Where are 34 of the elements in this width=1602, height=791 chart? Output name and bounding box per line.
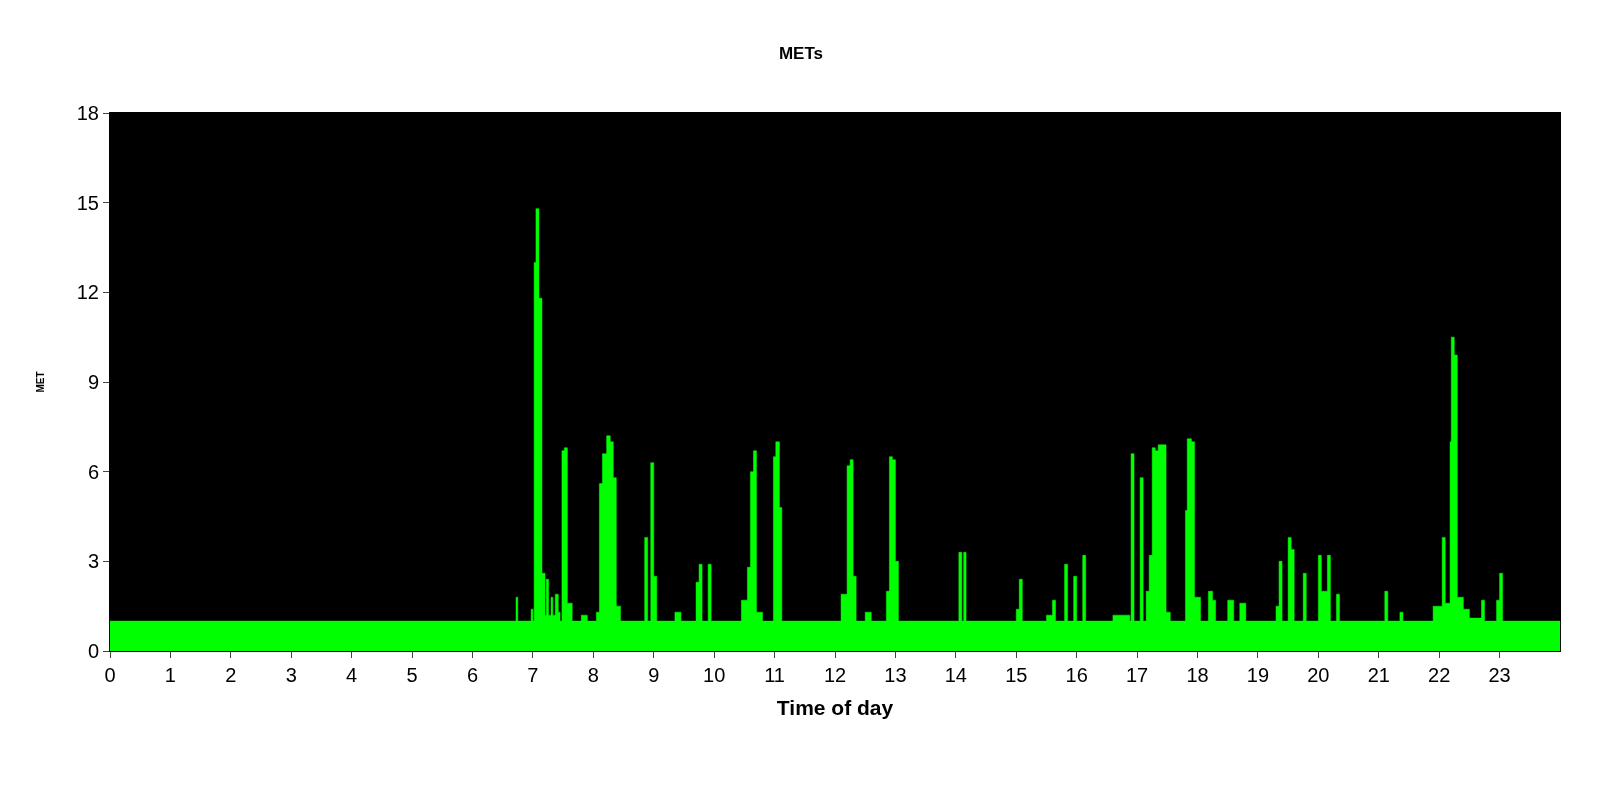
x-tick-label: 1 xyxy=(164,664,176,686)
x-tick-label: 23 xyxy=(1488,664,1511,686)
x-tick-label: 7 xyxy=(527,664,539,686)
x-tick-label: 12 xyxy=(823,664,847,686)
x-tick-label: 0 xyxy=(104,664,116,686)
chart-title: METs xyxy=(778,44,824,64)
x-tick-label: 6 xyxy=(466,664,479,686)
y-axis-title: MET xyxy=(34,371,46,393)
y-tick-label: 9 xyxy=(87,371,99,393)
x-tick-label: 2 xyxy=(225,664,237,686)
y-tick-label: 15 xyxy=(76,191,99,214)
x-tick-label: 19 xyxy=(1246,664,1270,686)
y-tick-label: 6 xyxy=(87,460,99,483)
x-tick-label: 10 xyxy=(703,664,726,686)
x-tick-label: 9 xyxy=(648,664,660,686)
x-tick-label: 5 xyxy=(406,664,418,686)
x-tick-label: 18 xyxy=(1186,664,1209,686)
y-tick-label: 3 xyxy=(87,550,99,573)
y-tick-label: 0 xyxy=(87,640,99,662)
x-tick-label: 15 xyxy=(1005,664,1028,686)
x-tick-label: 11 xyxy=(764,664,785,686)
x-tick-label: 4 xyxy=(346,664,358,686)
x-tick-label: 17 xyxy=(1125,664,1149,686)
x-tick-label: 3 xyxy=(285,664,297,686)
x-tick-label: 20 xyxy=(1307,664,1330,686)
y-tick-label: 12 xyxy=(76,281,99,304)
x-tick-label: 14 xyxy=(944,664,967,686)
x-tick-label: 22 xyxy=(1428,664,1451,686)
x-tick-label: 21 xyxy=(1367,664,1390,686)
x-tick-label: 16 xyxy=(1065,664,1088,686)
y-tick-label: 18 xyxy=(76,102,99,124)
x-axis-title: Time of day xyxy=(776,696,894,720)
x-tick-label: 13 xyxy=(884,664,907,686)
x-tick-label: 8 xyxy=(587,664,599,686)
